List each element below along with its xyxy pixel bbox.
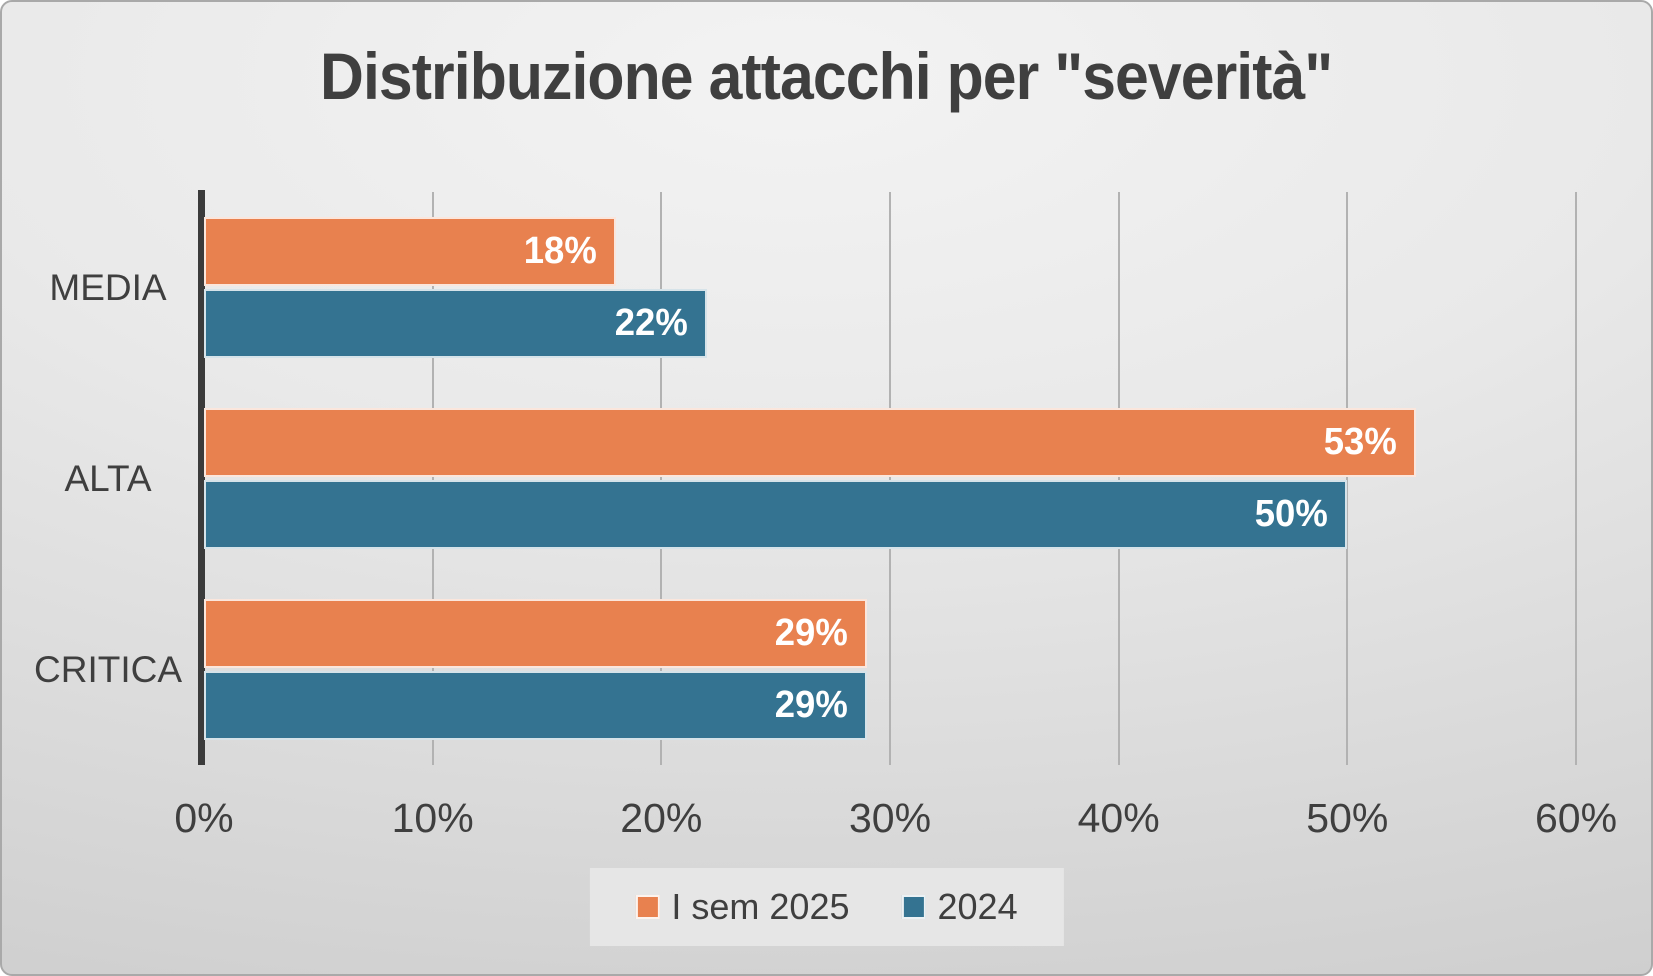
bar-2024-critica: 29% <box>204 671 868 740</box>
x-tick-label-50: 50% <box>1306 795 1389 841</box>
legend-swatch-2024 <box>901 895 926 919</box>
gridline-40 <box>1117 192 1120 765</box>
category-axis: MEDIA ALTA CRITICA <box>22 192 194 765</box>
data-label-2024-media: 22% <box>614 302 688 344</box>
bar-i-sem-2025-media: 18% <box>204 217 616 286</box>
legend-item-2024: 2024 <box>901 886 1018 928</box>
gridline-20 <box>660 192 663 765</box>
gridline-60 <box>1575 192 1577 765</box>
bar-group-media: 18% 22% <box>204 192 1576 383</box>
bar-group-critica: 29% 29% <box>204 574 1576 765</box>
bar-2024-alta: 50% <box>204 480 1348 549</box>
legend-item-i-sem-2025: I sem 2025 <box>635 886 850 928</box>
category-label-media: MEDIA <box>49 266 167 308</box>
chart-title: Distribuzione attacchi per "severità" <box>320 39 1333 113</box>
gridline-10 <box>431 192 434 765</box>
data-label-2024-alta: 50% <box>1255 493 1329 535</box>
y-axis-line <box>198 190 205 765</box>
data-label-i-sem-2025-alta: 53% <box>1323 421 1397 463</box>
category-label-critica: CRITICA <box>34 648 182 690</box>
plot-area: 18% 22% 53% 50% 29% 29% <box>204 192 1577 765</box>
gridline-50 <box>1346 192 1349 765</box>
bar-group-alta: 53% 50% <box>204 383 1576 574</box>
legend-label-i-sem-2025: I sem 2025 <box>671 886 850 927</box>
x-axis: 0% 10% 20% 30% 40% 50% 60% <box>174 795 1617 847</box>
x-tick-label-60: 60% <box>1534 795 1618 841</box>
legend: I sem 2025 2024 <box>589 868 1064 946</box>
data-label-2024-critica: 29% <box>774 684 848 726</box>
bar-2024-media: 22% <box>204 289 708 358</box>
bar-i-sem-2025-alta: 53% <box>204 408 1416 477</box>
bar-i-sem-2025-critica: 29% <box>204 599 868 668</box>
x-tick-label-0: 0% <box>174 795 234 841</box>
chart-title-row: Distribuzione attacchi per "severità" <box>2 38 1651 114</box>
legend-label-2024: 2024 <box>937 886 1018 927</box>
data-label-i-sem-2025-media: 18% <box>523 230 597 272</box>
x-tick-label-20: 20% <box>620 795 703 841</box>
gridline-30 <box>889 192 891 765</box>
category-label-alta: ALTA <box>64 457 152 499</box>
x-tick-label-10: 10% <box>391 795 474 841</box>
data-label-i-sem-2025-critica: 29% <box>774 612 848 654</box>
x-tick-label-40: 40% <box>1077 795 1160 841</box>
x-tick-label-30: 30% <box>848 795 932 841</box>
legend-swatch-i-sem-2025 <box>635 895 660 919</box>
